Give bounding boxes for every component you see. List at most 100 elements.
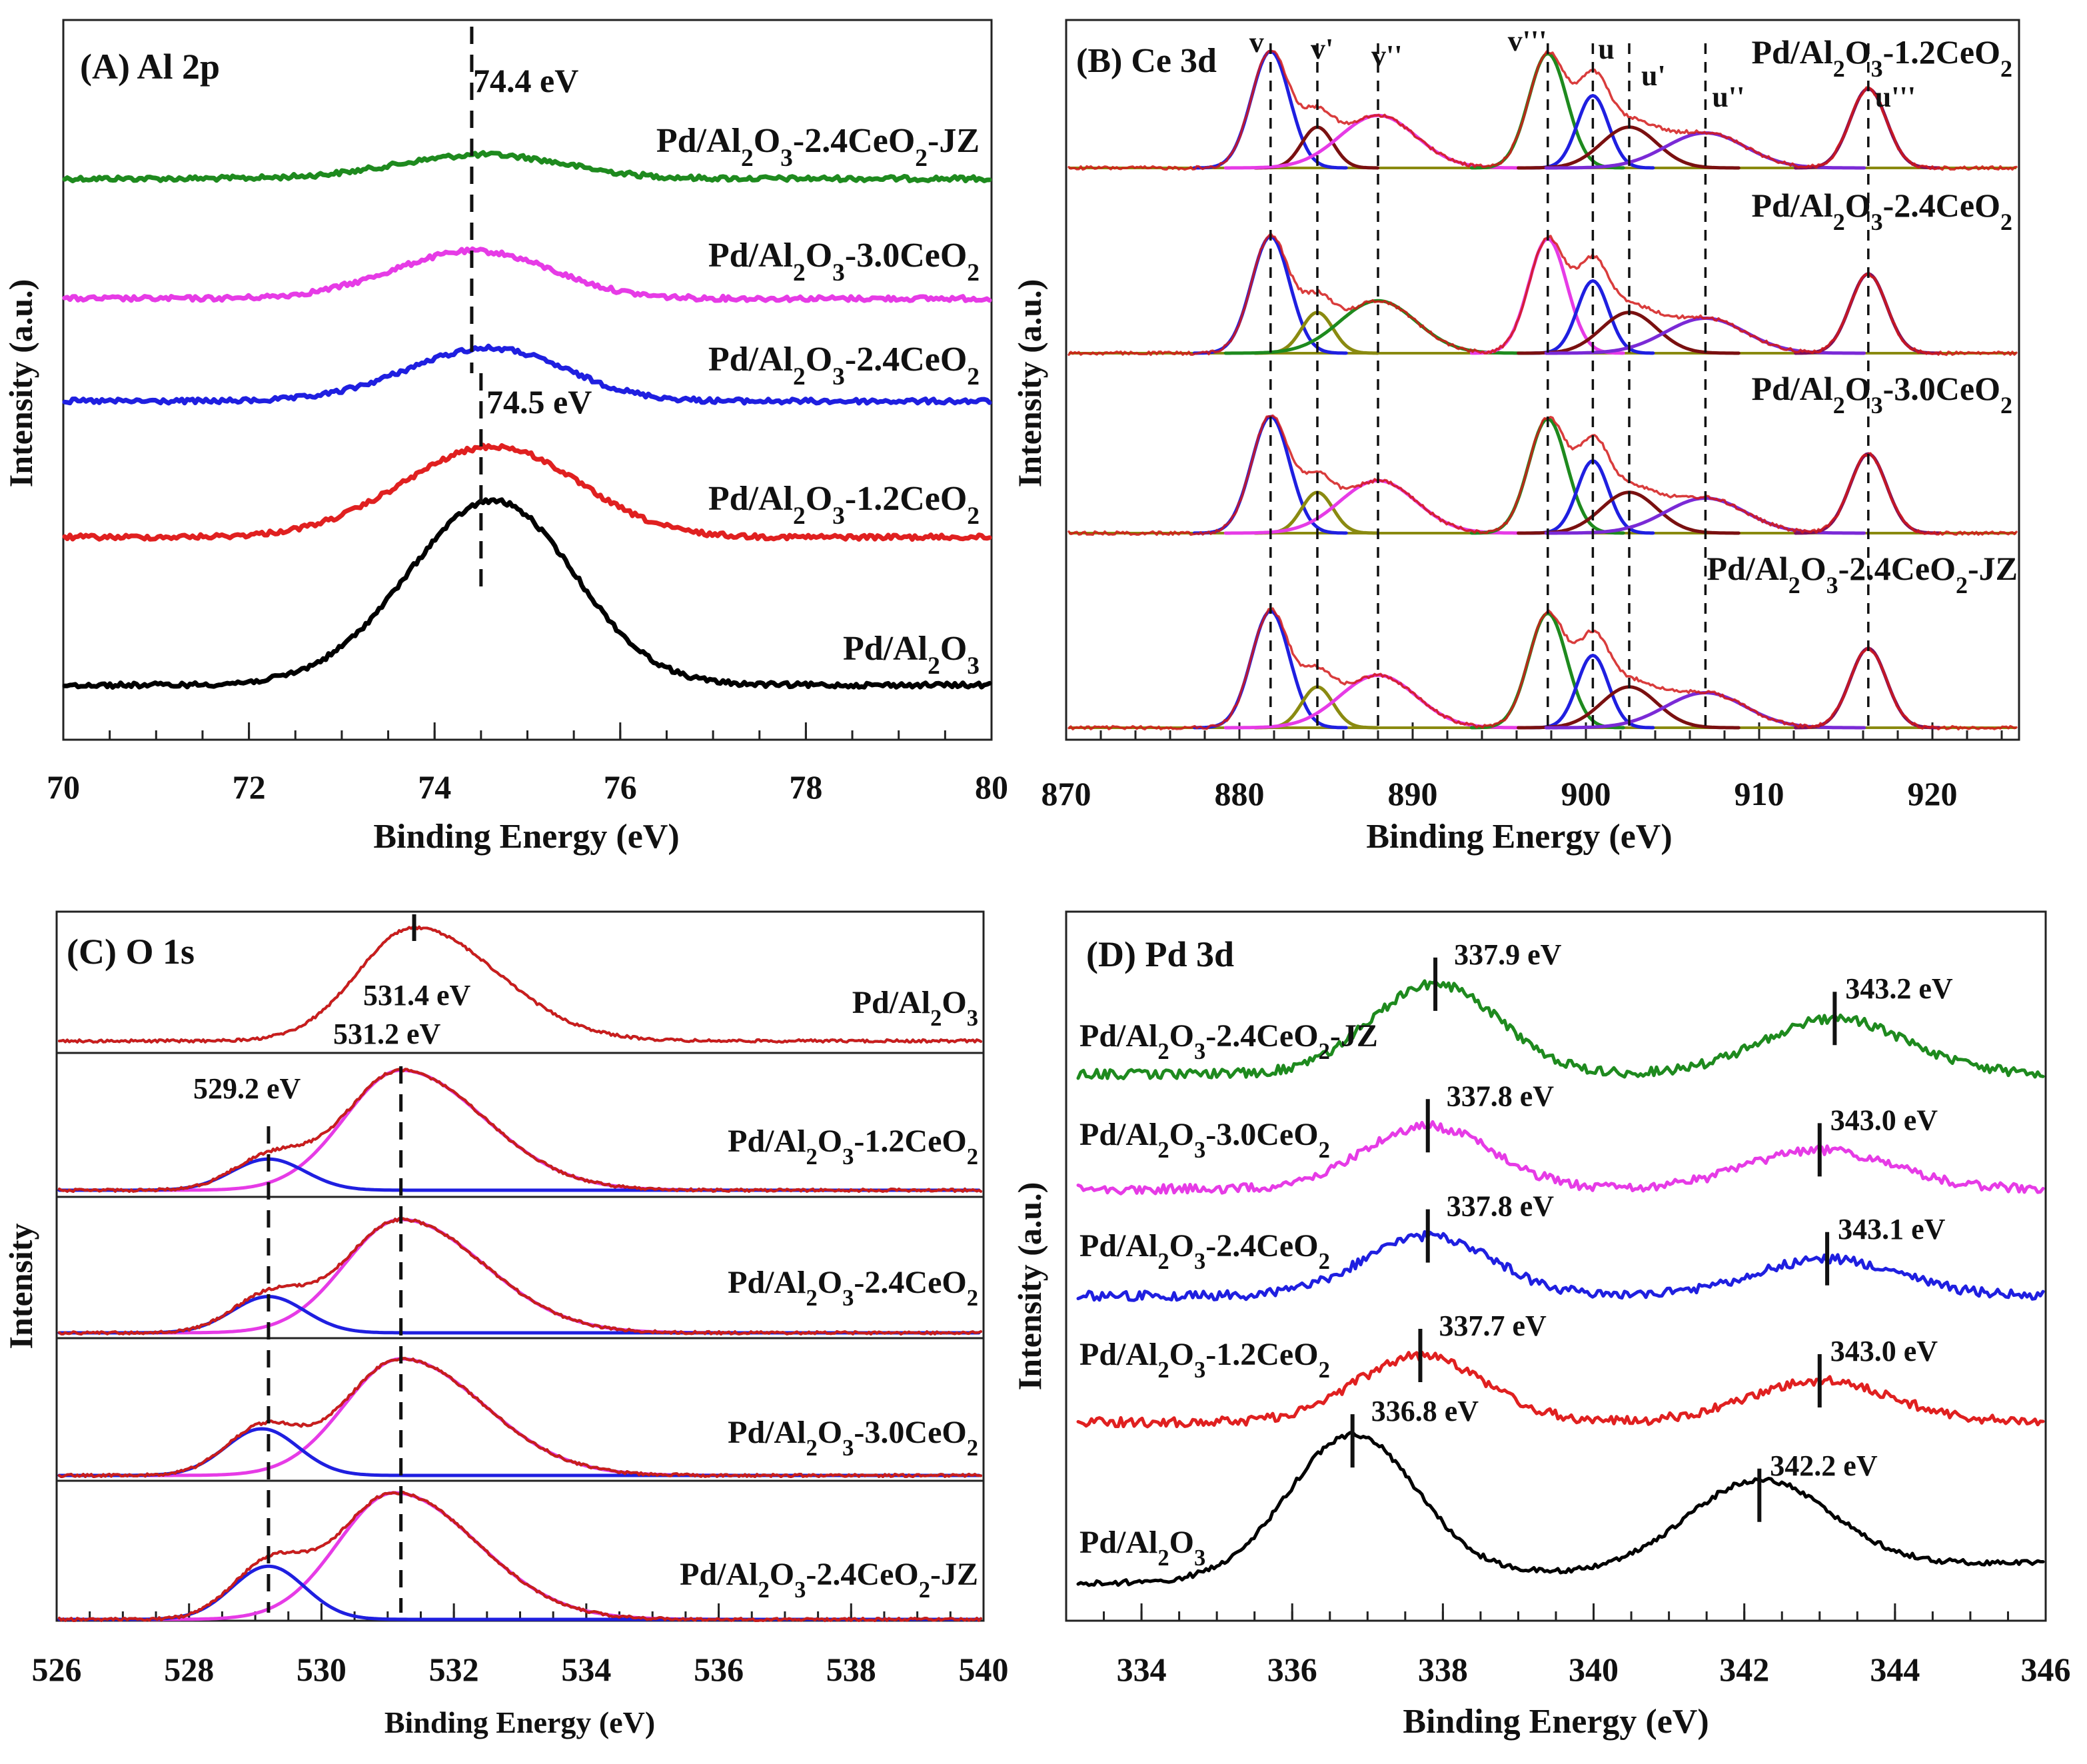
panel-d-x-tick-label: 340 xyxy=(1569,1651,1619,1688)
panel-a-series-label-part: 2 xyxy=(793,363,806,391)
panel-b-series-label-part: O xyxy=(1845,370,1871,407)
panel-b-envelope-2 xyxy=(1067,232,2018,357)
panel-c-series-label-part: -JZ xyxy=(930,1557,978,1592)
panel-d-peak-label: 337.8 eV xyxy=(1447,1080,1555,1112)
panel-d-series-label-part: 3 xyxy=(1194,1249,1205,1274)
panel-a-series-label-part: Pd/Al xyxy=(843,630,928,668)
panel-a-title: (A) Al 2p xyxy=(80,47,220,87)
panel-d-series-label: Pd/Al2O3-2.4CeO2-JZ xyxy=(1079,1018,1378,1064)
panel-d-y-axis-label: Intensity (a.u.) xyxy=(1011,1182,1048,1391)
panel-b-title: (B) Ce 3d xyxy=(1076,42,1217,80)
panel-a-x-tick-label: 80 xyxy=(975,768,1008,806)
panel-d-series-label-part: 3 xyxy=(1194,1138,1205,1163)
panel-d-series-label-part: O xyxy=(1169,1337,1194,1372)
panel-c-x-axis-label: Binding Energy (eV) xyxy=(384,1705,655,1739)
panel-d-trace-1 xyxy=(1076,979,2045,1080)
panel-d-series-label-part: O xyxy=(1169,1018,1194,1054)
panel-d-series-label-part: 3 xyxy=(1194,1357,1205,1383)
panel-b-series-label-part: O xyxy=(1845,187,1871,224)
panel-a-series-label-part: O xyxy=(806,480,832,518)
panel-d-peak-label: 337.7 eV xyxy=(1439,1310,1547,1342)
panel-c-frame xyxy=(55,910,985,1622)
panel-d-x-tick-label: 346 xyxy=(2021,1651,2071,1688)
panel-d-series-label: Pd/Al2O3-3.0CeO2 xyxy=(1079,1117,1330,1163)
panel-a-series-label-part: O xyxy=(754,122,780,160)
panel-b-x-tick-label: 920 xyxy=(1908,775,1958,812)
panel-b-x-tick-label: 890 xyxy=(1388,775,1438,812)
panel-a-x-tick-label: 74 xyxy=(418,768,451,806)
panel-c-hydroxyl-fit-5 xyxy=(57,1491,981,1621)
panel-b-series-label-part: 2 xyxy=(1956,572,1968,598)
panel-b-series-label-part: 2 xyxy=(1833,55,1845,82)
panel-a-series-label-part: O xyxy=(940,630,967,668)
panel-c-envelope-2 xyxy=(58,1068,982,1193)
panel-d-peak-label: 337.9 eV xyxy=(1454,938,1562,971)
panel-d-series-label-part: 2 xyxy=(1319,1357,1330,1383)
panel-a-y-axis-label: Intensity (a.u.) xyxy=(2,279,39,488)
panel-b-series-label: Pd/Al2O3-2.4CeO2-JZ xyxy=(1707,550,2018,598)
panel-d-series-label-part: Pd/Al xyxy=(1079,1337,1157,1372)
panel-b-series-label-part: O xyxy=(1845,33,1871,71)
panel-b-series-label-part: 2 xyxy=(1833,209,1845,235)
panel-d-series-label-part: -2.4CeO xyxy=(1205,1228,1318,1264)
panel-d-series-label-part: 3 xyxy=(1194,1545,1205,1571)
panel-d-peak-label: 343.0 eV xyxy=(1830,1104,1938,1136)
panel-a-x-tick-label: 76 xyxy=(604,768,637,806)
panel-b-x-tick-label: 900 xyxy=(1561,775,1611,812)
panel-b-series-label-part: 2 xyxy=(1788,572,1800,598)
panel-a-series-label-part: 2 xyxy=(967,363,980,391)
panel-c-series-label-part: -2.4CeO xyxy=(806,1557,918,1592)
panel-d-series-label: Pd/Al2O3 xyxy=(1079,1525,1205,1571)
panel-b-series-label: Pd/Al2O3-2.4CeO2 xyxy=(1752,187,2013,235)
panel-a-series-label-part: 3 xyxy=(832,363,845,391)
panel-a-trace-5 xyxy=(62,497,992,690)
panel-d-series-label-part: 2 xyxy=(1319,1249,1330,1274)
panel-a-x-tick-label: 78 xyxy=(789,768,822,806)
panel-c-series-label-part: 2 xyxy=(806,1144,818,1170)
panel-c-x-tick-label: 536 xyxy=(694,1651,744,1688)
panel-c-x-tick-label: 532 xyxy=(429,1651,479,1688)
panel-b-series-label-part: 3 xyxy=(1826,572,1838,598)
panel-a-series-label-part: -JZ xyxy=(928,122,980,160)
panel-a-series-label-part: -2.4CeO xyxy=(845,341,967,379)
panel-d-series-label-part: 2 xyxy=(1157,1039,1169,1064)
panel-c-x-tick-label: 534 xyxy=(561,1651,611,1688)
panel-c-series-label-part: Pd/Al xyxy=(852,985,930,1020)
panel-a-trace-1 xyxy=(62,150,992,183)
panel-d-series-label-part: O xyxy=(1169,1117,1194,1152)
panel-b-peak-label: u'' xyxy=(1712,81,1744,113)
panel-b-series-label-part: -2.4CeO xyxy=(1838,550,1956,587)
panel-d-series-label: Pd/Al2O3-2.4CeO2 xyxy=(1079,1228,1330,1274)
panel-a-series-label-part: Pd/Al xyxy=(708,341,793,379)
panel-a-series-label-part: -3.0CeO xyxy=(845,237,967,275)
panel-d-x-axis-label: Binding Energy (eV) xyxy=(1403,1703,1709,1741)
panel-c-series-label-part: 2 xyxy=(806,1435,818,1461)
panel-a-series-label-part: 3 xyxy=(832,502,845,530)
panel-d-title: (D) Pd 3d xyxy=(1086,934,1234,974)
panel-b-peak-label: u' xyxy=(1641,59,1666,92)
panel-d-trace-5 xyxy=(1076,1431,2045,1587)
panel-d-series-label-part: 2 xyxy=(1319,1039,1330,1064)
panel-a-series-label-part: Pd/Al xyxy=(708,237,793,275)
panel-d-trace-4 xyxy=(1076,1350,2045,1429)
panel-b-x-tick-label: 880 xyxy=(1215,775,1265,812)
panel-d-peak-label: 342.2 eV xyxy=(1770,1449,1878,1482)
panel-d-peak-label: 337.8 eV xyxy=(1447,1190,1555,1223)
panel-a-x-tick-label: 70 xyxy=(47,768,80,806)
panel-c-raw-3 xyxy=(58,1217,982,1335)
panel-d-series-label-part: 2 xyxy=(1319,1138,1330,1163)
panel-b-series-label-part: 3 xyxy=(1871,392,1883,419)
panel-a-trace-2 xyxy=(62,246,992,303)
panel-a-series-label-part: -2.4CeO xyxy=(793,122,915,160)
panel-c-series-label-part: -1.2CeO xyxy=(854,1124,966,1159)
panel-a-series-label-part: 2 xyxy=(793,502,806,530)
panel-a-series-label-part: O xyxy=(806,341,832,379)
panel-d-series-label-part: Pd/Al xyxy=(1079,1018,1157,1054)
panel-c-series-label-part: 3 xyxy=(967,1006,978,1031)
panel-c-series-label: Pd/Al2O3-1.2CeO2 xyxy=(728,1124,978,1170)
panel-a-annotation-745: 74.5 eV xyxy=(486,383,592,421)
panel-d-peak-label: 343.2 eV xyxy=(1845,972,1953,1005)
panel-c-series-label-part: Pd/Al xyxy=(680,1557,758,1592)
panel-d-peak-label: 336.8 eV xyxy=(1371,1395,1479,1427)
panel-b-peak-label: v' xyxy=(1311,33,1333,65)
